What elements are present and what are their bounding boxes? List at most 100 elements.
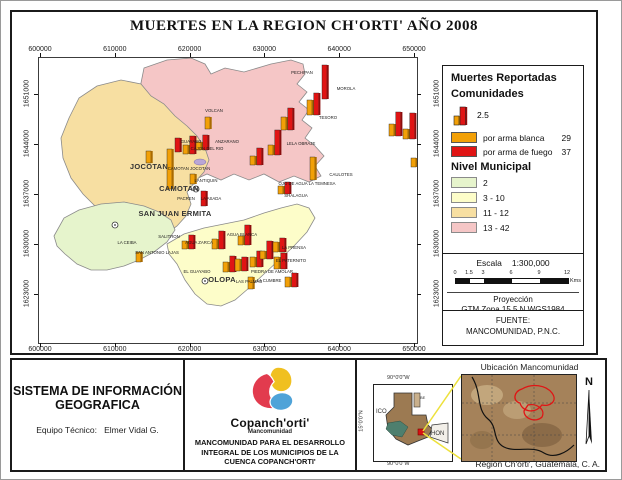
y-axis-tick — [417, 294, 421, 295]
community-label: TESORO — [319, 115, 338, 120]
x-axis-label-top: 630000 — [252, 46, 277, 53]
community-bar-side — [255, 257, 257, 267]
community-bar-side — [188, 145, 190, 154]
community-label: MOROLA — [337, 86, 356, 91]
x-axis-label-top: 650000 — [402, 46, 426, 53]
scale-bar-segment — [540, 279, 568, 283]
y-axis-label-left: 1637000 — [23, 179, 31, 208]
community-bar-side — [278, 242, 280, 252]
chorti-region-minimap — [461, 374, 577, 462]
community-label: LA CUMBRE — [257, 278, 282, 283]
mancomunidad-outline — [514, 384, 555, 421]
community-bar-arma-blanca — [259, 250, 266, 260]
community-bar-side — [285, 253, 288, 269]
community-label: LA PRENSA — [282, 245, 306, 250]
community-bar-arma-fuego — [174, 137, 181, 153]
escala-label: Escala — [476, 258, 502, 268]
community-bar-side — [414, 113, 417, 139]
x-axis-tick — [114, 343, 116, 347]
community-bar-side — [246, 257, 249, 271]
scale-ratio-line: Escala 1:300,000 — [447, 258, 579, 268]
community-bar-side — [279, 130, 282, 155]
community-bar-side — [141, 252, 143, 262]
community-bar-arma-blanca — [222, 261, 229, 273]
source-box: FUENTE: MANCOMUNIDAD, P.N.C. — [442, 310, 584, 346]
community-bar-arma-fuego — [266, 240, 272, 260]
community-label: LA CEIBA — [117, 240, 136, 245]
community-bar-side — [290, 277, 292, 287]
team-label: Equipo Técnico: — [36, 424, 98, 435]
scale-tick-label: 0 — [453, 270, 457, 276]
sig-title: SISTEMA DE INFORMACIÓN GEOGRAFICA — [12, 384, 183, 413]
logo-caption-line1: MANCOMUNIDAD PARA EL DESARROLLO — [194, 438, 346, 447]
scale-box: Escala 1:300,000 0 1.5 3 6 9 12 Kms Proyecció… — [442, 253, 584, 314]
community-bar-side — [273, 145, 275, 155]
logo-caption-line3: CUENCA COPANCH'ORTI' — [224, 457, 316, 467]
community-bar-side — [400, 112, 403, 136]
x-axis-label-bottom: 650000 — [402, 346, 426, 353]
community-label: ANZARANO — [215, 139, 240, 144]
community-bar-arma-blanca — [272, 241, 279, 253]
community-label: SALITRON — [158, 234, 180, 239]
class-1-label: 2 — [483, 177, 488, 188]
guatemala-map-graphic: ICO BE HON — [376, 392, 449, 446]
community-bar-side — [223, 231, 226, 249]
y-axis-tick — [34, 194, 38, 195]
community-label: LAS PALMAS — [236, 279, 263, 284]
community-bar-arma-fuego — [395, 111, 401, 137]
region-marker — [417, 428, 425, 436]
legend-municipal-title: Nivel Municipal — [451, 161, 532, 173]
community-bar-side — [292, 108, 295, 130]
y-axis-label-right: 1651000 — [433, 79, 441, 108]
scale-tick-label: 3 — [481, 270, 485, 276]
legend-class-row: 13 - 42 — [451, 222, 575, 233]
municipality-label: CAMOTAN — [159, 184, 199, 193]
community-bar-arma-fuego — [313, 92, 319, 116]
arma-fuego-value: 37 — [561, 146, 571, 157]
community-bar-side — [286, 117, 288, 130]
y-axis-label-right: 1630000 — [433, 229, 441, 258]
community-label: CAMOTAN JOCOTAN — [168, 166, 211, 171]
honduras-label: HON — [431, 431, 444, 437]
y-axis-label-left: 1623000 — [23, 279, 31, 308]
map-frame: PECHIPAN MOROLA TESORO LELA OBRAJE VOLCAN GUA… — [38, 57, 418, 344]
x-axis-tick — [414, 343, 415, 347]
lake — [193, 158, 207, 166]
class-4-label: 13 - 42 — [483, 222, 510, 233]
lat-label: 15°0'0"N — [358, 410, 365, 432]
x-axis-label-top: 600000 — [28, 46, 52, 53]
arma-blanca-swatch — [451, 132, 477, 143]
class-4-swatch — [451, 222, 477, 233]
guatemala-minimap: ICO BE HON — [373, 384, 453, 462]
y-axis-tick — [34, 144, 38, 145]
north-arrow-icon — [585, 389, 592, 445]
lon-label-top: 90°0'0"W — [387, 375, 410, 381]
y-axis-tick — [34, 294, 38, 295]
community-bar-side — [151, 151, 153, 163]
page-title: MUERTES EN LA REGION CH'ORTI' AÑO 2008 — [130, 18, 478, 34]
community-bar-side — [207, 135, 210, 150]
logo-subtitle: Mancomunidad — [247, 429, 292, 435]
community-label: CAULOTES — [329, 172, 352, 177]
x-axis-tick — [114, 53, 116, 57]
community-bar-side — [284, 238, 287, 252]
community-bar-arma-blanca — [309, 156, 316, 181]
scale-bar-segment — [512, 279, 540, 283]
y-axis-tick — [34, 94, 38, 95]
community-label: EL PATERNITO — [276, 258, 307, 263]
logo-caption: MANCOMUNIDAD PARA EL DESARROLLO INTEGRAL… — [185, 438, 355, 467]
sig-credit-cell: SISTEMA DE INFORMACIÓN GEOGRAFICA Equipo… — [12, 360, 185, 470]
community-bar-arma-blanca — [277, 185, 284, 195]
community-label: LANTIQUIN — [195, 178, 218, 183]
community-label: PIEDRA DE AMOLAR — [251, 269, 293, 274]
community-bar-side — [416, 158, 417, 167]
community-bar-side — [318, 93, 321, 115]
scale-tick-label: 12 — [563, 270, 571, 276]
mexico-label: ICO — [376, 409, 387, 415]
x-axis-label-bottom: 600000 — [28, 346, 52, 353]
y-axis-label-right: 1644000 — [433, 129, 441, 158]
legend-class-row: 3 - 10 — [451, 192, 575, 203]
y-axis-tick — [34, 244, 38, 245]
chorti-region-graphic — [462, 375, 576, 461]
